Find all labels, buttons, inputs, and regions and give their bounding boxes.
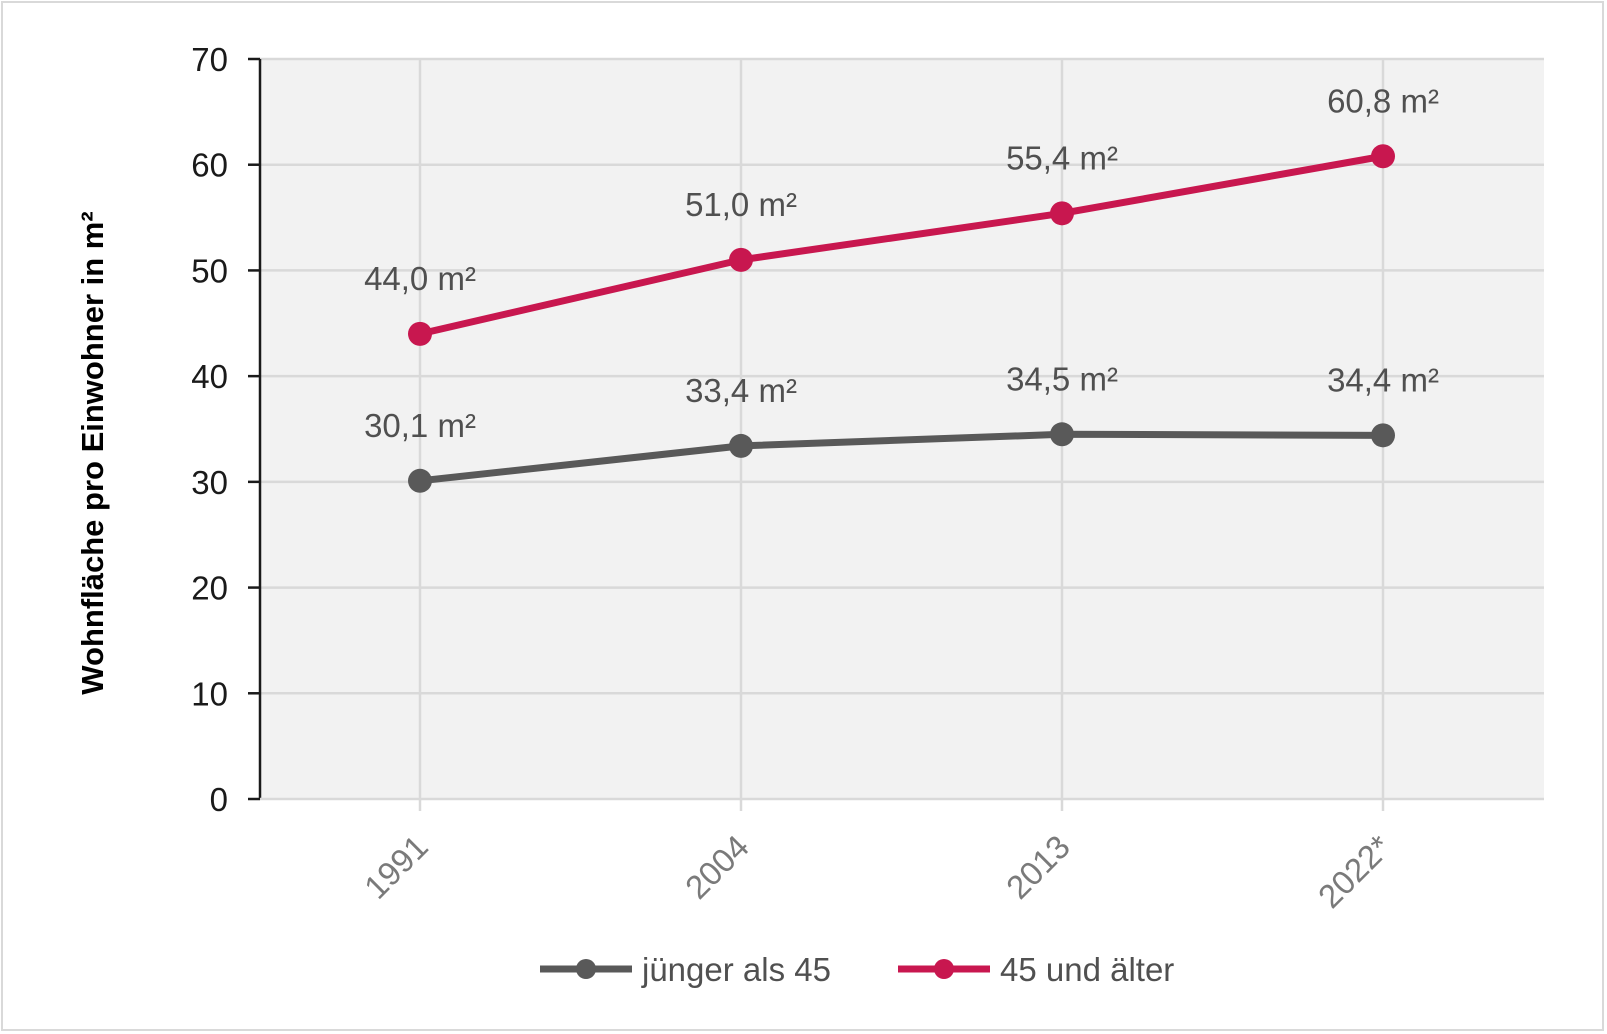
data-point: [408, 468, 432, 493]
legend-swatch-marker: [576, 959, 596, 979]
y-axis-ticks: 0 10 20 30 40 50 60 70: [191, 41, 228, 818]
series-line-0: [419, 430, 1384, 485]
y-tick-label: 0: [210, 781, 228, 818]
x-tick-label: 2022*: [1311, 828, 1398, 915]
y-tick-label: 70: [191, 41, 228, 78]
data-point: [408, 321, 432, 346]
legend-entry-label: jünger als 45: [641, 951, 831, 988]
y-tick-label: 60: [191, 147, 228, 184]
y-tick-label: 20: [191, 570, 228, 607]
x-tick-label: 2004: [678, 828, 756, 906]
legend-entry-label: 45 und älter: [1000, 951, 1174, 988]
y-tick-label: 30: [191, 464, 228, 501]
legend-swatch-marker: [934, 959, 954, 979]
data-point: [1371, 423, 1395, 448]
data-label: 60,8 m²: [1327, 82, 1439, 119]
y-axis-label: Wohnfläche pro Einwohner in m²: [75, 211, 110, 694]
series-line-1: [419, 152, 1384, 338]
data-point: [1050, 201, 1074, 226]
y-tick-label: 50: [191, 252, 228, 289]
data-label: 33,4 m²: [685, 372, 797, 409]
x-tick-label: 2013: [999, 828, 1077, 906]
data-labels: 30,1 m² 33,4 m² 34,5 m² 34,4 m² 44,0 m² 51,0 …: [364, 82, 1439, 444]
data-label: 30,1 m²: [364, 407, 476, 444]
axes: [248, 57, 1544, 811]
y-tick-label: 40: [191, 358, 228, 395]
data-label: 34,5 m²: [1006, 360, 1118, 397]
series-group: [408, 144, 1395, 493]
y-tick-label: 10: [191, 675, 228, 712]
data-label: 55,4 m²: [1006, 139, 1118, 176]
plot-area: [260, 59, 1544, 799]
grid-lines: [260, 57, 1544, 799]
x-tick-label: 1991: [357, 828, 435, 906]
data-label: 34,4 m²: [1327, 361, 1439, 398]
data-point: [1050, 422, 1074, 447]
data-point: [729, 433, 753, 458]
legend: jünger als 45 45 und älter: [540, 951, 1174, 988]
data-point: [1371, 144, 1395, 169]
data-label: 44,0 m²: [364, 260, 476, 297]
data-point: [729, 247, 753, 272]
x-axis-ticks: 1991 2004 2013 2022*: [357, 828, 1398, 915]
data-label: 51,0 m²: [685, 186, 797, 223]
